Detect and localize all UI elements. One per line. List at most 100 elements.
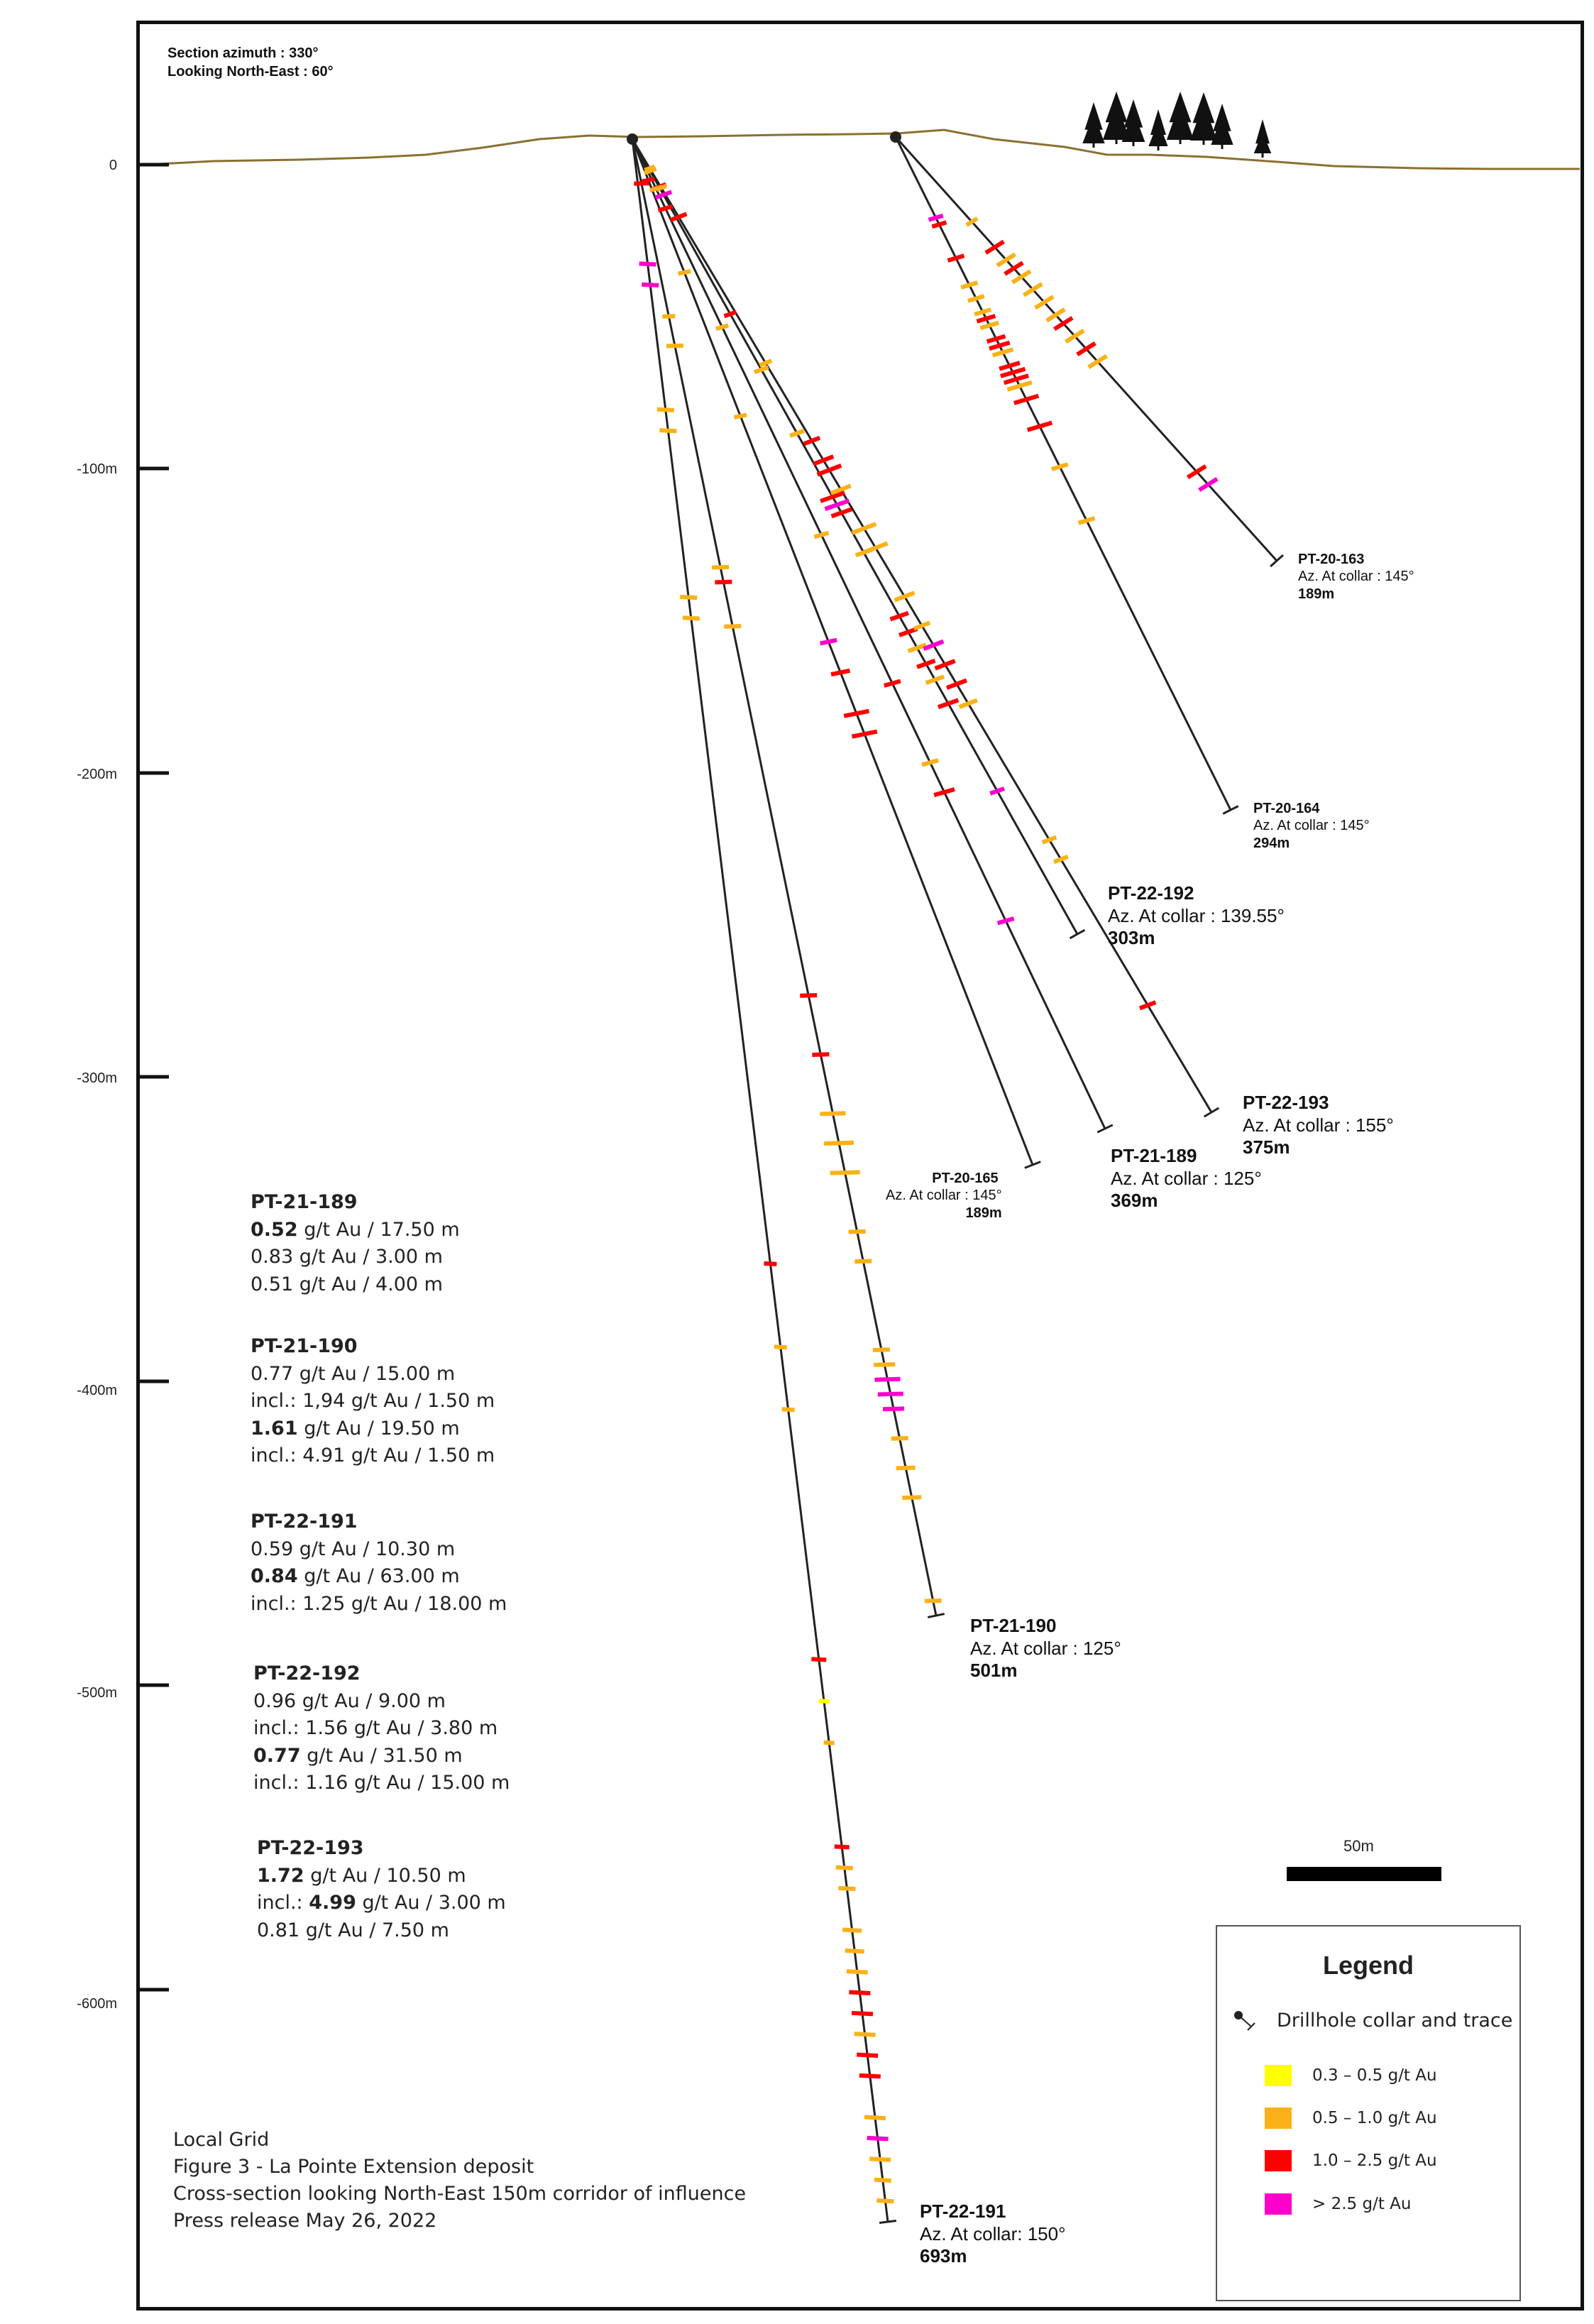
- label-pt-22-193: PT-22-193 Az. At collar : 155° 375m: [1243, 1092, 1394, 1158]
- section-azimuth: Section azimuth : 330°: [167, 45, 319, 61]
- assay-interval-pt22192: [789, 429, 805, 438]
- assay-interval-pt22192: [898, 627, 918, 637]
- assay-interval-pt21189: [649, 185, 663, 193]
- assay-interval-pt22192: [989, 786, 1006, 796]
- assay-interval-pt20163: [996, 252, 1017, 268]
- assay-interval-pt20163: [1023, 282, 1043, 297]
- drillhole-trace-pt22192: [631, 138, 1079, 935]
- legend-label-2: 1.0 – 2.5 g/t Au: [1312, 2152, 1437, 2170]
- assay-interval-pt22191: [838, 1885, 856, 1892]
- assay-interval-pt21189: [996, 916, 1015, 926]
- assay-interval-pt20164: [979, 320, 999, 331]
- legend-swatch-1: [1265, 2108, 1292, 2129]
- assay-interval-pt20163: [1011, 269, 1032, 285]
- assay-interval-pt22191: [642, 282, 659, 288]
- assay-interval-pt21190: [823, 1140, 854, 1146]
- assay-interval-pt21190: [883, 1406, 905, 1412]
- assay-interval-pt21190: [891, 1436, 908, 1441]
- assay-interval-pt22193: [894, 591, 916, 603]
- assay-interval-pt22191: [842, 1927, 862, 1933]
- assay-interval-pt21190: [924, 1598, 942, 1604]
- assay-interval-pt22191: [811, 1657, 827, 1662]
- assay-interval-pt20164: [967, 294, 985, 303]
- tree-icon: [1148, 109, 1168, 146]
- assay-interval-pt21190: [854, 1259, 872, 1264]
- assay-interval-pt22191: [656, 407, 674, 413]
- assay-interval-pt22193: [644, 164, 656, 172]
- assay-interval-pt22191: [867, 2135, 889, 2142]
- legend-swatch-3: [1265, 2193, 1292, 2215]
- tree-icon: [1211, 104, 1233, 145]
- assay-interval-pt20164: [1000, 366, 1026, 378]
- assay-interval-pt22191: [659, 428, 677, 434]
- assay-interval-pt21190: [902, 1495, 922, 1500]
- assay-interval-pt21190: [848, 1229, 866, 1234]
- assay-interval-pt22191: [818, 1699, 830, 1704]
- assay-interval-pt22192: [830, 507, 852, 519]
- assay-interval-pt21190: [896, 1465, 916, 1471]
- tree-icon: [1082, 102, 1105, 143]
- note-caption: Cross-section looking North-East 150m co…: [173, 2183, 747, 2205]
- assay-interval-pt20164: [1077, 516, 1096, 525]
- assay-interval-pt21190: [874, 1376, 901, 1382]
- tree-icon: [1166, 92, 1194, 140]
- assay-interval-pt22191: [682, 615, 700, 621]
- legend-label-0: 0.3 – 0.5 g/t Au: [1312, 2066, 1437, 2085]
- legend: Legend Drillhole collar and trace 0.3 – …: [1216, 1925, 1521, 2301]
- assay-interval-pt21190: [666, 343, 684, 349]
- assay-interval-pt20164: [928, 213, 944, 222]
- figure-frame: [136, 21, 1584, 2311]
- assay-interval-pt21189: [657, 204, 674, 213]
- assay-interval-pt22192: [824, 498, 850, 511]
- looking-direction: Looking North-East : 60°: [167, 64, 334, 80]
- label-pt-21-190: PT-21-190 Az. At collar : 125° 501m: [970, 1615, 1121, 1682]
- legend-title: Legend: [1322, 1951, 1414, 1980]
- assay-interval-pt20163: [1076, 341, 1096, 356]
- assay-interval-pt22193: [813, 454, 835, 466]
- assay-interval-pt22192: [925, 674, 945, 685]
- label-pt-22-192: PT-22-192 Az. At collar : 139.55° 303m: [1108, 882, 1285, 949]
- depth-label-100: -100m: [77, 461, 117, 477]
- assay-interval-pt22191: [851, 2010, 874, 2017]
- assay-interval-pt22193: [958, 698, 978, 709]
- tree-icon: [1189, 92, 1218, 141]
- assay-interval-pt21190: [724, 624, 742, 629]
- assay-interval-pt21189: [921, 758, 939, 767]
- drillhole-trace-pt20165: [631, 138, 1034, 1166]
- assay-interval-pt21189: [715, 323, 730, 331]
- assay-interval-pt22193: [816, 463, 842, 477]
- assay-interval-pt22191: [834, 1844, 850, 1850]
- assay-interval-pt22191: [854, 2032, 876, 2037]
- assay-interval-pt20164: [947, 253, 965, 263]
- assay-interval-pt20164: [1050, 462, 1069, 471]
- drillhole-end-tick-pt21190: [927, 1613, 945, 1618]
- collar-icon: [1234, 2011, 1255, 2031]
- drillhole-trace-pt22191: [631, 138, 889, 2222]
- label-pt-22-191: PT-22-191 Az. At collar: 150° 693m: [920, 2200, 1066, 2267]
- assay-interval-pt20163: [1034, 295, 1055, 310]
- assay-interval-pt22193: [1041, 835, 1057, 845]
- assay-interval-pt20164: [974, 307, 992, 317]
- assay-interval-pt20164: [991, 347, 1014, 358]
- assay-interval-pt22193: [862, 541, 889, 555]
- depth-label-300: -300m: [77, 1070, 117, 1086]
- assay-interval-pt21190: [872, 1347, 891, 1352]
- assay-interval-pt21190: [812, 1052, 830, 1057]
- assay-interval-pt20163: [1186, 464, 1207, 480]
- assay-interval-pt22192: [889, 610, 909, 622]
- assay-interval-pt20163: [1198, 477, 1219, 493]
- assay-interval-pt21190: [800, 993, 818, 998]
- assay-interval-pt20164: [986, 334, 1006, 344]
- drillhole-end-tick-pt20163: [1270, 554, 1284, 568]
- drillhole-trace-pt20164: [894, 136, 1232, 811]
- assay-interval-pt22192: [916, 658, 936, 669]
- drillhole-trace-pt21190: [631, 138, 938, 1616]
- assay-interval-pt22191: [835, 1865, 853, 1870]
- assay-interval-pt22193: [913, 620, 931, 631]
- assay-interval-pt22191: [823, 1740, 835, 1745]
- legend-swatch-0: [1265, 2065, 1292, 2086]
- assay-interval-pt22192: [654, 190, 673, 200]
- assay-interval-pt22191: [774, 1344, 787, 1350]
- assay-interval-pt20164: [989, 340, 1011, 351]
